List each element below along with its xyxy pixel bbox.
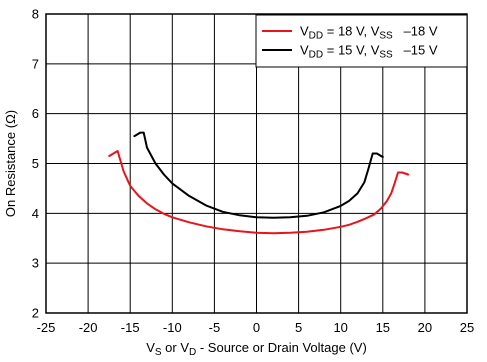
y-tick-label: 8: [32, 7, 39, 22]
y-tick-label: 6: [32, 106, 39, 121]
x-tick-label: 15: [376, 320, 390, 335]
subscript-text: DD: [309, 30, 323, 41]
legend-box: [255, 14, 468, 68]
text-segment: V: [300, 43, 309, 58]
text-segment: - Source or Drain Voltage (V): [196, 340, 367, 355]
text-segment: or V: [162, 340, 190, 355]
y-tick-label: 3: [32, 256, 39, 271]
x-tick-label: -5: [209, 320, 221, 335]
series-line-2: [133, 131, 384, 219]
text-segment: V: [300, 24, 309, 39]
x-tick-label: -15: [121, 320, 140, 335]
text-segment: V: [146, 340, 155, 355]
x-tick-label: 10: [333, 320, 347, 335]
x-axis-title: VS or VD - Source or Drain Voltage (V): [146, 340, 367, 358]
x-tick-label: -10: [163, 320, 182, 335]
x-tick-labels: -25 -20 -15 -10 -5 0 5 10 15 20 25: [37, 320, 475, 335]
series-line-1: [108, 150, 410, 235]
y-tick-labels: 2 3 4 5 6 7 8: [32, 7, 39, 321]
text-segment: = 18 V, V: [323, 24, 380, 39]
text-segment: = 15 V, V: [323, 43, 380, 58]
text-segment: –18 V: [393, 24, 438, 39]
x-tick-label: 5: [295, 320, 302, 335]
subscript-text: SS: [379, 30, 393, 41]
x-tick-label: 25: [460, 320, 474, 335]
x-tick-label: 20: [418, 320, 432, 335]
legend-label-1: VDD = 18 V, VSS –18 V: [300, 24, 438, 42]
y-tick-label: 4: [32, 206, 39, 221]
y-axis-title: On Resistance (Ω): [3, 110, 18, 217]
subscript-text: SS: [379, 49, 393, 60]
series-layer: [108, 131, 410, 235]
x-tick-label: 0: [253, 320, 260, 335]
y-tick-label: 7: [32, 56, 39, 71]
subscript-text: D: [189, 347, 196, 358]
plot-frame: [45, 13, 468, 314]
x-tick-label: -20: [79, 320, 98, 335]
x-tick-label: -25: [37, 320, 56, 335]
subscript-text: S: [155, 347, 162, 358]
text-segment: –15 V: [393, 43, 438, 58]
subscript-text: DD: [309, 49, 323, 60]
y-tick-label: 2: [32, 306, 39, 321]
legend-label-2: VDD = 15 V, VSS –15 V: [300, 43, 438, 61]
y-tick-label: 5: [32, 156, 39, 171]
